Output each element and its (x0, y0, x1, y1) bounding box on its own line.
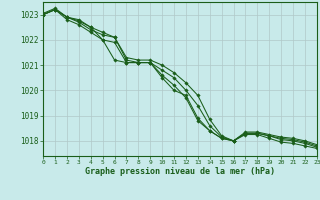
X-axis label: Graphe pression niveau de la mer (hPa): Graphe pression niveau de la mer (hPa) (85, 167, 275, 176)
